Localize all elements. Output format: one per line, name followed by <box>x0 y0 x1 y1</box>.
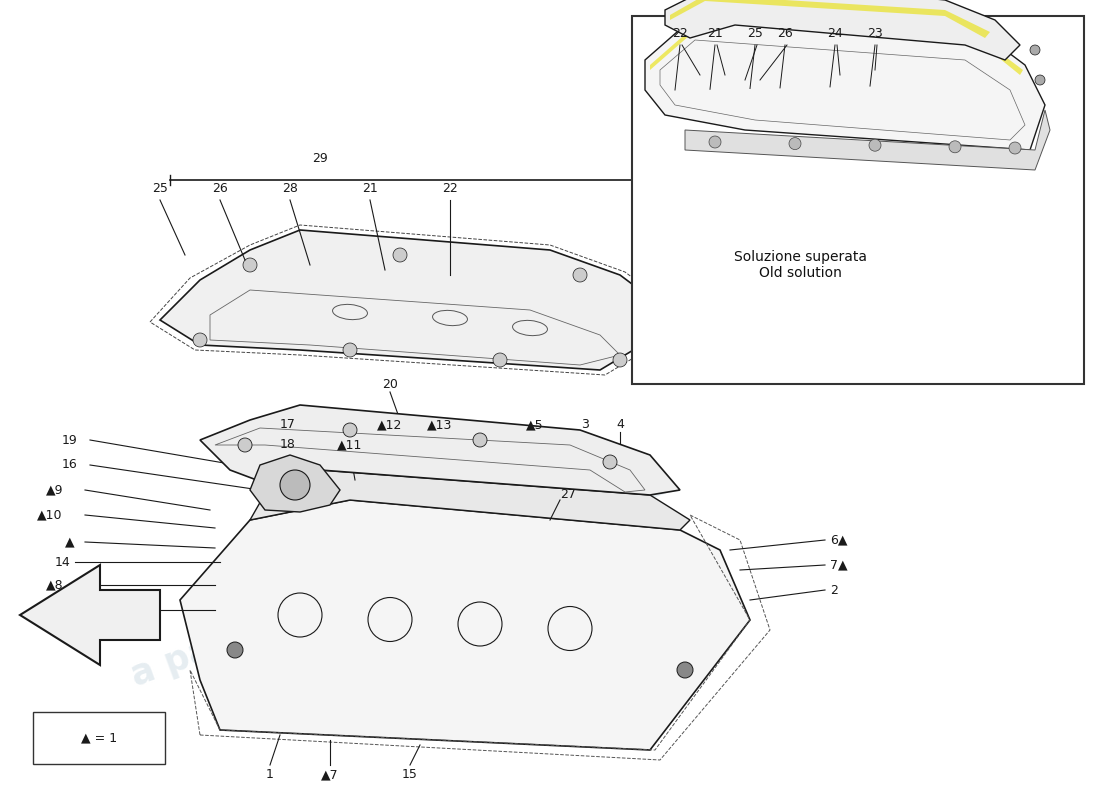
Text: 2: 2 <box>830 583 838 597</box>
Circle shape <box>493 353 507 367</box>
Circle shape <box>676 662 693 678</box>
Text: ▲8: ▲8 <box>46 578 64 591</box>
Circle shape <box>243 258 257 272</box>
Text: 7▲: 7▲ <box>830 558 848 571</box>
Polygon shape <box>250 455 340 512</box>
Text: 26: 26 <box>777 27 793 40</box>
Text: ▲7: ▲7 <box>321 769 339 782</box>
Text: 25: 25 <box>152 182 168 195</box>
Text: 22: 22 <box>442 182 458 195</box>
Polygon shape <box>666 0 1020 60</box>
Polygon shape <box>160 230 660 370</box>
Text: 22: 22 <box>672 27 688 40</box>
Text: ▲13: ▲13 <box>427 418 453 431</box>
Polygon shape <box>250 470 690 530</box>
Polygon shape <box>645 10 1045 150</box>
Text: 19: 19 <box>62 434 78 446</box>
Circle shape <box>710 136 720 148</box>
Text: 27: 27 <box>560 489 576 502</box>
Circle shape <box>238 438 252 452</box>
FancyBboxPatch shape <box>33 712 165 764</box>
Polygon shape <box>180 500 750 750</box>
Text: ▲11: ▲11 <box>338 438 363 451</box>
Circle shape <box>949 141 961 153</box>
Circle shape <box>632 323 647 337</box>
Polygon shape <box>20 565 160 665</box>
Polygon shape <box>200 405 680 495</box>
Polygon shape <box>670 0 990 38</box>
Text: 16: 16 <box>62 458 78 471</box>
Circle shape <box>1030 45 1040 55</box>
Circle shape <box>192 333 207 347</box>
Circle shape <box>343 343 358 357</box>
Circle shape <box>1035 75 1045 85</box>
Polygon shape <box>685 110 1050 170</box>
Text: ▲12: ▲12 <box>377 418 403 431</box>
Circle shape <box>603 455 617 469</box>
FancyBboxPatch shape <box>632 16 1084 384</box>
Circle shape <box>227 642 243 658</box>
Text: 21: 21 <box>362 182 378 195</box>
Circle shape <box>869 139 881 151</box>
Text: ▲: ▲ <box>65 535 75 549</box>
Text: 24: 24 <box>827 27 843 40</box>
Text: 29: 29 <box>312 152 328 165</box>
Text: 1: 1 <box>266 769 274 782</box>
Text: ▲6: ▲6 <box>46 603 64 617</box>
Circle shape <box>613 353 627 367</box>
Circle shape <box>473 433 487 447</box>
Text: 6▲: 6▲ <box>830 534 847 546</box>
Polygon shape <box>650 15 1023 75</box>
Text: ▲ = 1: ▲ = 1 <box>81 731 117 745</box>
Text: 15: 15 <box>403 769 418 782</box>
Text: eurospares: eurospares <box>341 417 559 523</box>
Text: 28: 28 <box>282 182 298 195</box>
Circle shape <box>789 138 801 150</box>
Text: ▲10: ▲10 <box>37 509 63 522</box>
Text: ▲5: ▲5 <box>526 418 543 431</box>
Circle shape <box>280 470 310 500</box>
Circle shape <box>573 268 587 282</box>
Text: Soluzione superata
Old solution: Soluzione superata Old solution <box>734 250 867 280</box>
Text: 23: 23 <box>867 27 883 40</box>
Text: a passion for cars since 1982: a passion for cars since 1982 <box>126 466 673 694</box>
Circle shape <box>393 248 407 262</box>
Text: 14: 14 <box>54 555 70 569</box>
Text: 3: 3 <box>581 418 589 431</box>
Circle shape <box>343 423 358 437</box>
Text: 4: 4 <box>616 418 624 431</box>
Text: 21: 21 <box>707 27 723 40</box>
Text: 25: 25 <box>747 27 763 40</box>
Text: 26: 26 <box>212 182 228 195</box>
Text: 18: 18 <box>280 438 296 451</box>
Text: ▲9: ▲9 <box>46 483 64 497</box>
Text: 20: 20 <box>382 378 398 391</box>
Text: 17: 17 <box>280 418 296 431</box>
Circle shape <box>1009 142 1021 154</box>
